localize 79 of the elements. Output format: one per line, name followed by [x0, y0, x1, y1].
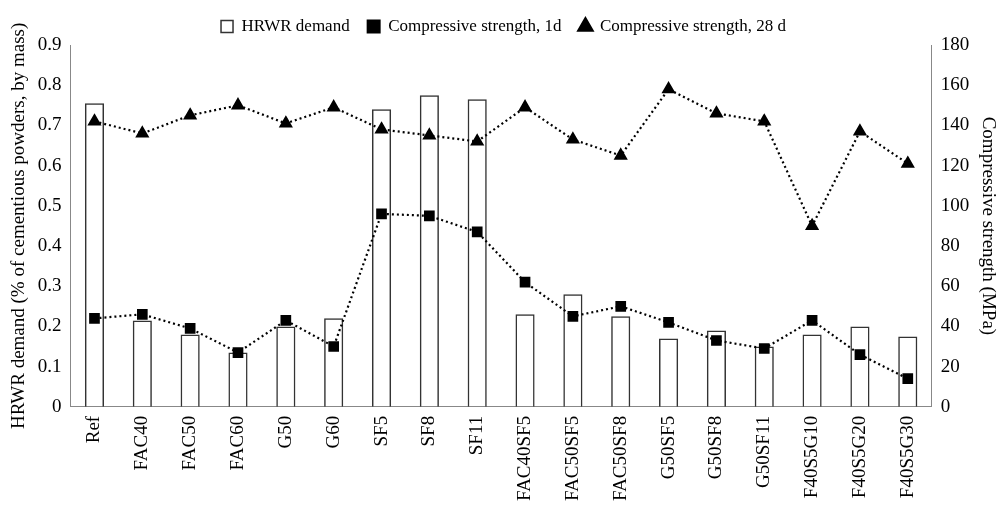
- y-axis-title: HRWR demand (% of cementious powders, by mass): [7, 22, 30, 430]
- x-tick-label: FAC40: [130, 415, 152, 471]
- x-tick-label: FAC50: [178, 415, 200, 471]
- y2-tick-label: 120: [940, 153, 970, 175]
- point: [327, 100, 340, 112]
- legend-label: Compressive strength, 1d: [388, 15, 562, 35]
- point: [614, 148, 628, 160]
- point: [471, 226, 483, 238]
- point: [805, 218, 819, 231]
- y2-tick-label: 180: [940, 32, 970, 54]
- x-tick-label: FAC50SF8: [608, 415, 630, 501]
- y2-tick-label: 80: [940, 233, 960, 255]
- legend-label: Compressive strength, 28 d: [599, 15, 787, 35]
- x-tick-label: G50SF5: [656, 415, 678, 480]
- point: [663, 317, 674, 328]
- point: [806, 315, 818, 326]
- point: [567, 311, 579, 322]
- x-tick-label: SF11: [465, 415, 487, 456]
- x-tick-label: SF8: [417, 415, 439, 447]
- point: [662, 82, 675, 94]
- y-tick-label: 0.4: [37, 233, 63, 255]
- point: [758, 343, 770, 354]
- x-tick-label: G50SF8: [704, 415, 726, 480]
- x-tick-label: F40S5G30: [895, 415, 917, 499]
- y-tick-label: 0.1: [37, 354, 62, 376]
- y2-tick-label: 100: [940, 193, 970, 215]
- y-tick-label: 0.3: [37, 274, 62, 296]
- point: [518, 100, 532, 112]
- y2-tick-label: 0: [940, 394, 951, 416]
- point: [710, 106, 723, 118]
- point: [89, 313, 100, 324]
- y2-tick-label: 140: [940, 113, 970, 135]
- y-tick-label: 0.7: [37, 113, 62, 135]
- x-tick-label: FAC50SF5: [560, 415, 582, 501]
- y2-tick-label: 40: [940, 314, 960, 336]
- x-tick-label: F40S5G20: [847, 415, 869, 499]
- point: [376, 208, 387, 220]
- point: [183, 108, 197, 120]
- point: [136, 309, 148, 320]
- x-tick-label: FAC40SF5: [513, 415, 535, 501]
- point: [328, 341, 340, 352]
- x-tick-label: F40S5G10: [800, 415, 822, 499]
- y2-axis-title: Compressive strength (MPa): [977, 116, 1000, 336]
- point: [615, 300, 627, 312]
- point: [470, 134, 484, 146]
- point: [184, 323, 196, 334]
- x-tick-label: Ref: [82, 415, 104, 444]
- point: [519, 276, 531, 288]
- point: [231, 98, 245, 110]
- x-tick-label: FAC60: [225, 415, 247, 471]
- point: [711, 335, 722, 346]
- point: [757, 114, 771, 126]
- y2-tick-label: 20: [940, 354, 960, 376]
- point: [901, 156, 915, 168]
- point: [279, 116, 293, 128]
- point: [88, 114, 101, 126]
- x-tick-label: SF5: [369, 415, 391, 447]
- point: [854, 349, 866, 360]
- y-tick-label: 0.5: [37, 193, 62, 215]
- point: [136, 126, 149, 138]
- point: [566, 132, 580, 144]
- y2-tick-label: 160: [940, 73, 970, 95]
- y2-tick-label: 60: [940, 274, 960, 296]
- x-tick-label: G50SF11: [752, 415, 774, 488]
- y-tick-label: 0: [52, 394, 62, 416]
- point: [375, 122, 388, 134]
- point: [902, 373, 914, 385]
- point: [280, 315, 292, 326]
- y-tick-label: 0.6: [37, 153, 62, 175]
- x-tick-label: G50: [273, 415, 295, 449]
- legend-label: HRWR demand: [241, 15, 351, 35]
- y-tick-label: 0.8: [37, 73, 62, 95]
- point: [232, 347, 244, 358]
- point: [424, 210, 435, 222]
- y-tick-label: 0.2: [37, 314, 62, 336]
- y-tick-label: 0.9: [37, 32, 62, 54]
- point: [423, 128, 436, 140]
- point: [853, 124, 867, 136]
- x-tick-label: G60: [321, 415, 343, 449]
